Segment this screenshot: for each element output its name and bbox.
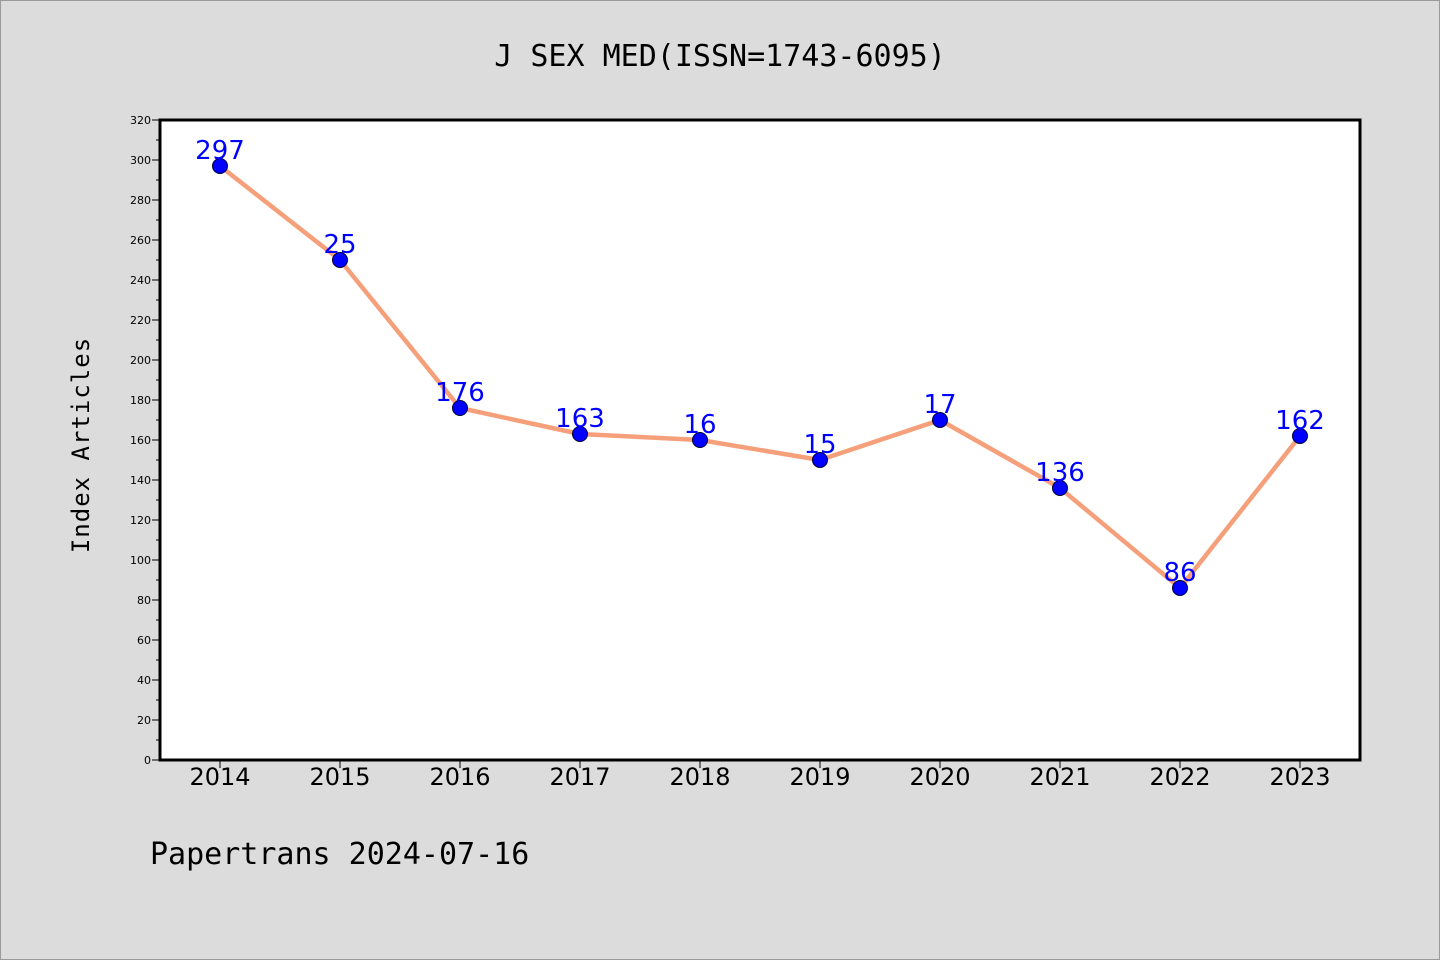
y-tick-label: 40 <box>137 674 151 687</box>
y-tick-label: 240 <box>130 274 151 287</box>
x-tick-label: 2015 <box>309 763 370 791</box>
y-tick-label: 300 <box>130 154 151 167</box>
data-point <box>452 400 468 416</box>
data-label: 25 <box>323 230 356 260</box>
data-points <box>212 158 1308 596</box>
x-tick-label: 2022 <box>1149 763 1210 791</box>
data-point <box>812 452 828 468</box>
y-tick-label: 160 <box>130 434 151 447</box>
y-tick-label: 180 <box>130 394 151 407</box>
y-tick-label: 200 <box>130 354 151 367</box>
y-axis-label: Index Articles <box>67 337 95 553</box>
data-label: 15 <box>803 430 836 460</box>
x-tick-label: 2018 <box>669 763 730 791</box>
footer-source-date: Papertrans 2024-07-16 <box>150 837 529 872</box>
x-tick-label: 2019 <box>789 763 850 791</box>
x-tick-label: 2021 <box>1029 763 1090 791</box>
x-tick-label: 2017 <box>549 763 610 791</box>
y-tick-label: 0 <box>144 754 151 767</box>
y-tick-label: 320 <box>130 114 151 127</box>
data-label: 297 <box>195 136 245 166</box>
data-labels: 297 25 176 163 16 15 17 136 86 162 <box>195 136 1325 588</box>
y-tick-label: 100 <box>130 554 151 567</box>
x-tick-label: 2016 <box>429 763 490 791</box>
data-point <box>1052 480 1068 496</box>
y-tick-label: 60 <box>137 634 151 647</box>
data-label: 86 <box>1163 558 1196 588</box>
series-line <box>217 163 1303 591</box>
data-point <box>212 158 228 174</box>
y-tick-label: 80 <box>137 594 151 607</box>
data-point <box>932 412 948 428</box>
y-tick-label: 120 <box>130 514 151 527</box>
data-point <box>692 432 708 448</box>
data-label: 16 <box>683 410 716 440</box>
y-axis-ticks: 0 20 40 60 80 100 120 140 160 180 200 220 240 260 280 3… <box>130 114 160 767</box>
x-axis-ticks: 2014 2015 2016 2017 2018 2019 2020 2021 2022 2023 <box>189 760 1331 791</box>
x-tick-label: 2014 <box>189 763 250 791</box>
chart-title: J SEX MED(ISSN=1743-6095) <box>494 39 946 74</box>
x-tick-label: 2023 <box>1269 763 1330 791</box>
data-point <box>332 252 348 268</box>
data-label: 176 <box>435 378 485 408</box>
y-tick-label: 140 <box>130 474 151 487</box>
data-label: 163 <box>555 404 605 434</box>
data-point <box>1292 428 1308 444</box>
y-tick-label: 280 <box>130 194 151 207</box>
series-line-group <box>217 163 1303 591</box>
plot-area <box>158 118 1362 762</box>
y-tick-label: 260 <box>130 234 151 247</box>
data-label: 162 <box>1275 406 1325 436</box>
data-label: 136 <box>1035 458 1085 488</box>
y-tick-label: 220 <box>130 314 151 327</box>
x-tick-label: 2020 <box>909 763 970 791</box>
y-tick-label: 20 <box>137 714 151 727</box>
data-label: 17 <box>923 390 956 420</box>
data-point <box>1172 580 1188 596</box>
data-point <box>572 426 588 442</box>
